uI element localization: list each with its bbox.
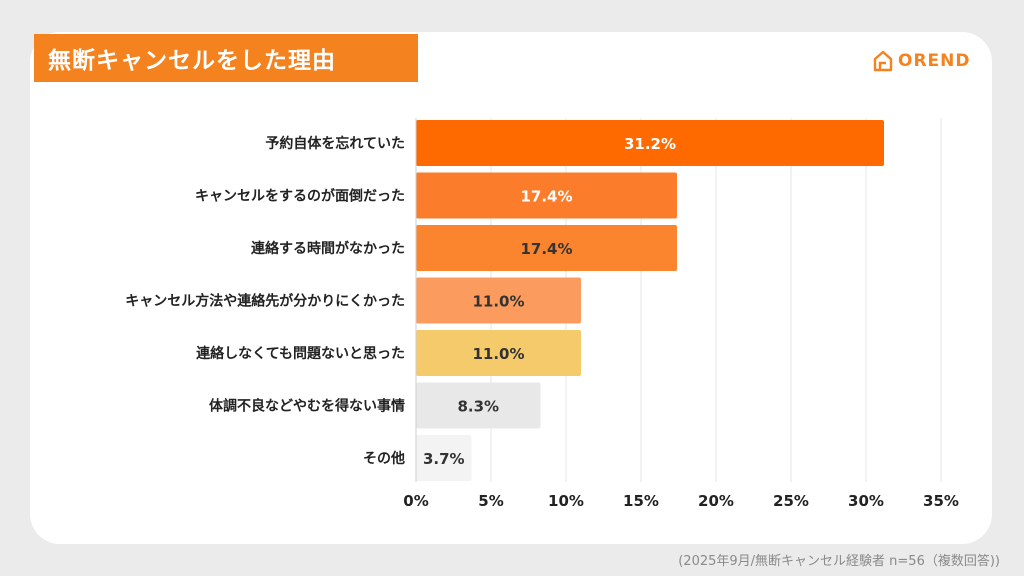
bar (416, 120, 884, 166)
x-tick-label: 20% (698, 492, 734, 510)
data-label: 3.7% (423, 450, 465, 468)
category-label: 体調不良などやむを得ない事情 (209, 398, 405, 415)
house-logo-icon (873, 50, 893, 72)
data-label: 11.0% (472, 293, 524, 311)
bar (416, 330, 581, 376)
x-tick-label: 30% (848, 492, 884, 510)
bar (416, 277, 581, 324)
x-tick-label: 35% (923, 492, 959, 510)
x-tick-label: 0% (403, 492, 428, 510)
footnote: (2025年9月/無断キャンセル経験者 n=56（複数回答)) (678, 554, 1000, 569)
category-label: キャンセル方法や連絡先が分かりにくかった (125, 293, 405, 310)
data-label: 17.4% (520, 188, 572, 206)
category-label: その他 (363, 450, 405, 467)
chart-title: 無断キャンセルをした理由 (34, 34, 418, 82)
data-label: 8.3% (457, 398, 499, 416)
bar (416, 225, 677, 271)
brand-logo: OREND (872, 46, 971, 76)
category-label: 連絡しなくても問題ないと思った (196, 345, 405, 362)
data-label: 31.2% (624, 135, 676, 153)
x-tick-label: 15% (623, 492, 659, 510)
bar (416, 435, 472, 481)
bar (416, 172, 677, 219)
category-label: 予約自体を忘れていた (265, 135, 405, 152)
brand-name: OREND (898, 51, 971, 71)
bar (416, 382, 541, 429)
x-tick-label: 5% (478, 492, 503, 510)
x-tick-label: 10% (548, 492, 584, 510)
category-label: 連絡する時間がなかった (251, 240, 405, 257)
data-label: 17.4% (520, 240, 572, 258)
x-tick-label: 25% (773, 492, 809, 510)
category-label: キャンセルをするのが面倒だった (195, 188, 405, 205)
data-label: 11.0% (472, 345, 524, 363)
